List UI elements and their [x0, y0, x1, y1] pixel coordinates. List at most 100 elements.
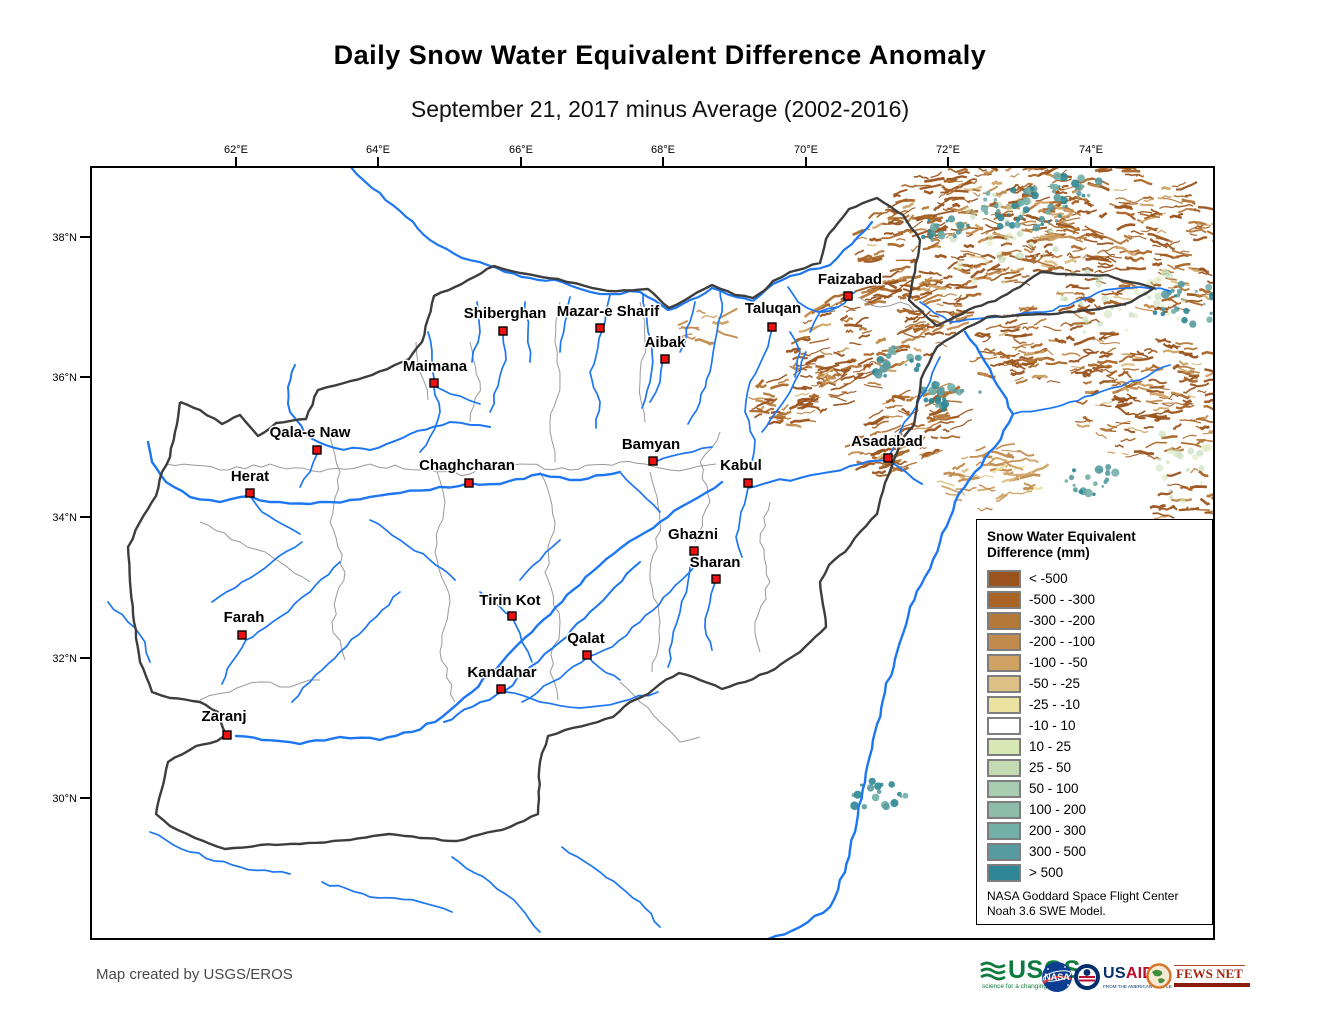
city-label: Sharan — [690, 554, 741, 571]
legend-swatch — [987, 737, 1021, 756]
city-label: Zaranj — [201, 708, 246, 725]
city-marker — [429, 378, 439, 388]
city-shiberghan: Shiberghan — [462, 304, 548, 336]
legend-label: 50 - 100 — [1029, 781, 1079, 796]
legend-swatch — [987, 800, 1021, 819]
city-label: Bamyan — [622, 436, 680, 453]
legend-swatch — [987, 632, 1021, 651]
legend-row: -50 - -25 — [987, 673, 1212, 694]
city-label: Farah — [224, 609, 265, 626]
city-marker — [237, 630, 247, 640]
legend-label: > 500 — [1029, 865, 1064, 880]
legend-row: -25 - -10 — [987, 694, 1212, 715]
legend-label: -500 - -300 — [1029, 592, 1096, 607]
legend-swatch — [987, 653, 1021, 672]
city-marker — [648, 456, 658, 466]
legend-row: -10 - 10 — [987, 715, 1212, 736]
city-marker — [883, 453, 893, 463]
city-sharan: Sharan — [688, 553, 742, 584]
city-aibak: Aibak — [643, 333, 688, 364]
tick-label-32°N: 32°N — [52, 653, 77, 665]
city-mazar-e-sharif: Mazar-e Sharif — [555, 302, 662, 333]
city-kandahar: Kandahar — [466, 663, 538, 694]
legend-row: -100 - -50 — [987, 652, 1212, 673]
legend-footnote-line2: Noah 3.6 SWE Model. — [987, 904, 1106, 918]
legend-label: -25 - -10 — [1029, 697, 1081, 712]
city-label: Faizabad — [818, 271, 882, 288]
legend-row: > 500 — [987, 862, 1212, 883]
legend-title-line2: Difference (mm) — [987, 545, 1090, 560]
legend-swatch — [987, 674, 1021, 693]
legend-label: -200 - -100 — [1029, 634, 1096, 649]
city-marker — [312, 445, 322, 455]
city-marker — [222, 730, 232, 740]
city-marker — [767, 322, 777, 332]
city-label: Asadabad — [851, 433, 923, 450]
legend-label: 300 - 500 — [1029, 844, 1087, 859]
legend-swatch — [987, 821, 1021, 840]
city-qala-e-naw: Qala-e Naw — [268, 423, 352, 455]
city-marker — [843, 291, 853, 301]
afghanistan-boundary — [126, 196, 1156, 851]
city-marker — [245, 488, 255, 498]
city-label: Kandahar — [467, 664, 536, 681]
legend-label: 100 - 200 — [1029, 802, 1087, 817]
legend-title-line1: Snow Water Equivalent — [987, 529, 1136, 544]
legend-swatch — [987, 569, 1021, 588]
city-chaghcharan: Chaghcharan — [418, 456, 516, 488]
graticule-ticks: 62°E 64°E 66°E 68°E 70°E 72°E 74°E 38°N 36°N 34°N… — [52, 144, 1103, 805]
rivers — [107, 167, 1171, 939]
legend-row: 25 - 50 — [987, 757, 1212, 778]
city-marker — [496, 684, 506, 694]
legend-swatch — [987, 758, 1021, 777]
city-label: Shiberghan — [464, 305, 547, 322]
legend-row: < -500 — [987, 568, 1212, 589]
city-tirin-kot: Tirin Kot — [478, 591, 542, 621]
legend-row: -300 - -200 — [987, 610, 1212, 631]
legend-swatch — [987, 590, 1021, 609]
legend-label: -10 - 10 — [1029, 718, 1076, 733]
city-maimana: Maimana — [401, 357, 469, 388]
legend-row: 50 - 100 — [987, 778, 1212, 799]
city-herat: Herat — [229, 467, 271, 498]
legend-rows: < -500 -500 - -300 -300 - -200 -200 - -100 -… — [987, 568, 1212, 883]
legend-label: < -500 — [1029, 571, 1068, 586]
tick-label-34°N: 34°N — [52, 512, 77, 524]
city-label: Taluqan — [745, 300, 801, 317]
city-bamyan: Bamyan — [620, 435, 682, 466]
map-attribution: Map created by USGS/EROS — [96, 966, 293, 983]
city-marker — [464, 478, 474, 488]
tick-label-72°E: 72°E — [936, 144, 960, 156]
city-label: Aibak — [645, 334, 687, 351]
city-qalat: Qalat — [566, 629, 606, 660]
legend-row: -200 - -100 — [987, 631, 1212, 652]
legend-swatch — [987, 611, 1021, 630]
city-marker — [711, 574, 721, 584]
legend-label: 200 - 300 — [1029, 823, 1087, 838]
legend-swatch — [987, 863, 1021, 882]
city-markers: Herat Qala-e Naw Chaghcharan Maimana Shiberg… — [200, 270, 924, 740]
city-farah: Farah — [222, 608, 266, 640]
city-label: Kabul — [720, 457, 762, 474]
city-marker — [743, 478, 753, 488]
tick-label-30°N: 30°N — [52, 793, 77, 805]
city-label: Mazar-e Sharif — [557, 303, 661, 320]
legend-label: 10 - 25 — [1029, 739, 1072, 754]
page-subtitle: September 21, 2017 minus Average (2002-2… — [410, 96, 910, 122]
district-boundaries — [165, 296, 916, 743]
city-asadabad: Asadabad — [850, 432, 924, 463]
city-label: Maimana — [403, 358, 468, 375]
tick-label-64°E: 64°E — [366, 144, 390, 156]
city-label: Chaghcharan — [419, 457, 515, 474]
city-label: Qala-e Naw — [270, 424, 351, 441]
tick-label-70°E: 70°E — [794, 144, 818, 156]
tick-label-66°E: 66°E — [509, 144, 533, 156]
city-marker — [689, 546, 699, 556]
tick-label-68°E: 68°E — [651, 144, 675, 156]
city-label: Herat — [231, 468, 269, 485]
tick-label-62°E: 62°E — [224, 144, 248, 156]
city-marker — [498, 326, 508, 336]
city-zaranj: Zaranj — [200, 707, 248, 740]
tick-label-74°E: 74°E — [1079, 144, 1103, 156]
